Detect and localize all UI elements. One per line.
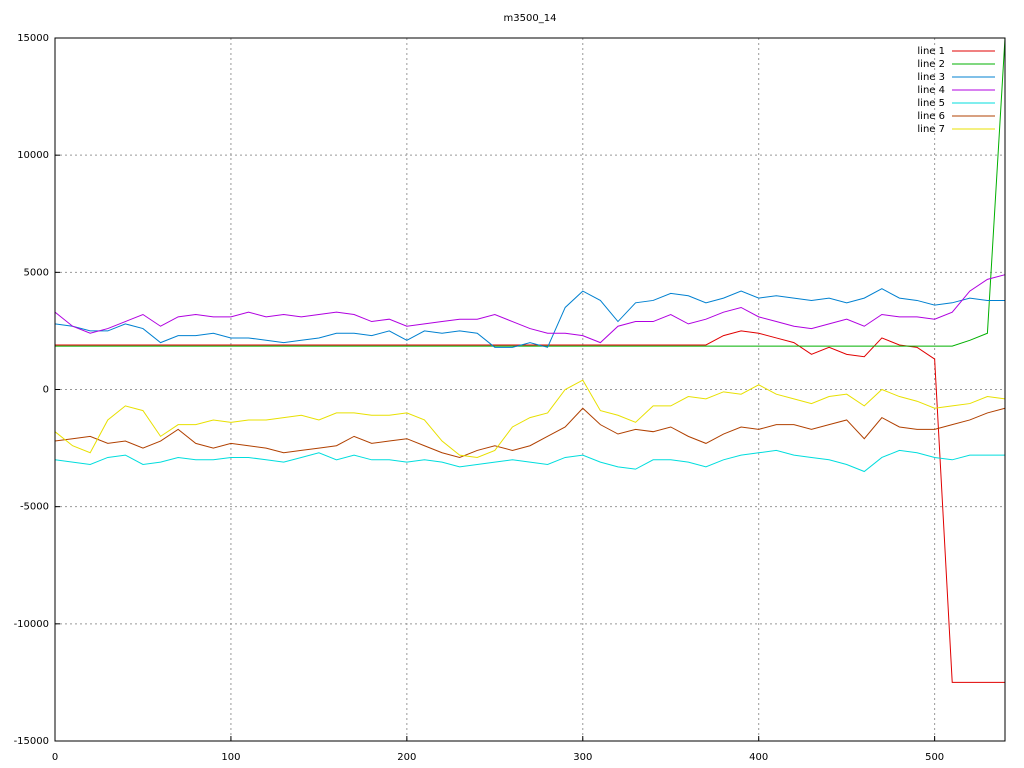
data-line (54, 379, 1006, 458)
x-tick-label: 300 (573, 752, 592, 763)
y-tick-label: 0 (43, 385, 49, 396)
data-line (55, 37, 1006, 347)
y-tick-label: -15000 (14, 736, 49, 747)
y-tick-label: -5000 (20, 502, 49, 513)
plot-lines (54, 37, 1006, 683)
y-tick-label: -10000 (14, 619, 49, 630)
chart-title: m3500_14 (504, 13, 557, 24)
x-tick-label: 500 (925, 752, 944, 763)
legend-label: line 6 (917, 111, 945, 122)
legend-label: line 2 (917, 59, 945, 70)
y-tick-label: 15000 (17, 33, 49, 44)
y-tick-label: 5000 (24, 267, 49, 278)
legend-label: line 7 (917, 124, 945, 135)
data-line (54, 288, 1005, 348)
data-line (54, 274, 1006, 344)
y-tick-label: 10000 (17, 150, 49, 161)
legend-label: line 1 (917, 46, 945, 57)
data-line (54, 407, 1006, 458)
x-tick-label: 100 (221, 752, 240, 763)
grid (55, 38, 1005, 741)
legend-label: line 3 (917, 72, 945, 83)
legend-label: line 4 (917, 85, 945, 96)
legend-label: line 5 (917, 98, 945, 109)
x-tick-label: 200 (397, 752, 416, 763)
x-tick-label: 0 (52, 752, 58, 763)
data-line (55, 330, 1005, 683)
data-line (54, 449, 1005, 473)
x-tick-label: 400 (749, 752, 768, 763)
